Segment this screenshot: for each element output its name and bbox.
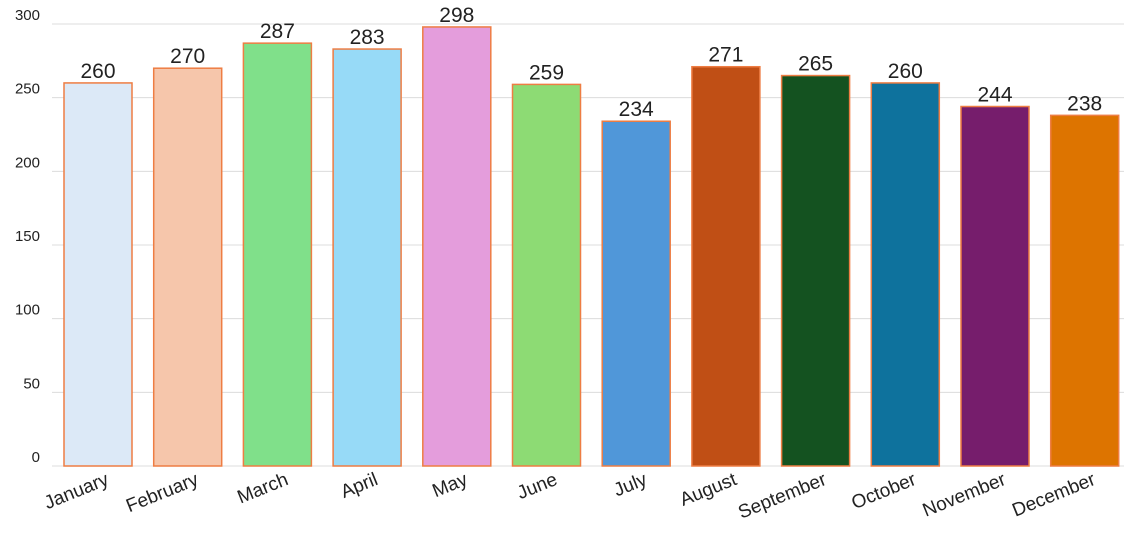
value-label: 287	[260, 20, 295, 43]
value-label: 271	[708, 44, 743, 67]
x-tick-label: January	[41, 469, 112, 514]
value-label: 265	[798, 53, 833, 76]
bar	[63, 82, 133, 467]
value-label: 260	[888, 60, 923, 83]
bar	[780, 74, 851, 467]
x-tick-label: February	[123, 469, 202, 517]
y-tick-label: 100	[15, 302, 40, 319]
value-label: 283	[350, 26, 385, 49]
y-tick-label: 0	[32, 449, 40, 466]
x-tick-label: May	[430, 469, 472, 502]
x-tick-label: August	[677, 469, 740, 511]
x-tick-label: November	[920, 469, 1010, 522]
y-tick-label: 300	[15, 7, 40, 24]
bar	[422, 26, 492, 467]
bar	[242, 42, 313, 467]
bar	[601, 120, 671, 467]
bar	[1049, 114, 1120, 467]
bar	[870, 82, 941, 467]
value-label: 238	[1067, 92, 1102, 115]
x-tick-label: March	[234, 469, 291, 508]
y-tick-label: 200	[15, 154, 40, 171]
bar	[332, 48, 402, 467]
value-label: 298	[439, 4, 474, 27]
x-tick-label: April	[338, 469, 381, 503]
x-tick-label: June	[514, 469, 560, 504]
bar	[691, 65, 761, 467]
x-tick-label: October	[849, 469, 920, 514]
x-tick-label: July	[611, 469, 651, 501]
x-tick-label: December	[1009, 469, 1099, 522]
value-label: 259	[529, 61, 564, 84]
bar	[152, 67, 223, 467]
y-tick-label: 250	[15, 81, 40, 98]
x-tick-label: September	[735, 469, 830, 524]
value-label: 244	[977, 84, 1012, 107]
value-label: 260	[80, 60, 115, 83]
value-label: 270	[170, 45, 205, 68]
y-tick-label: 50	[23, 375, 40, 392]
bar	[511, 83, 582, 467]
value-label: 234	[619, 98, 654, 121]
y-tick-label: 150	[15, 228, 40, 245]
bar	[960, 105, 1030, 467]
